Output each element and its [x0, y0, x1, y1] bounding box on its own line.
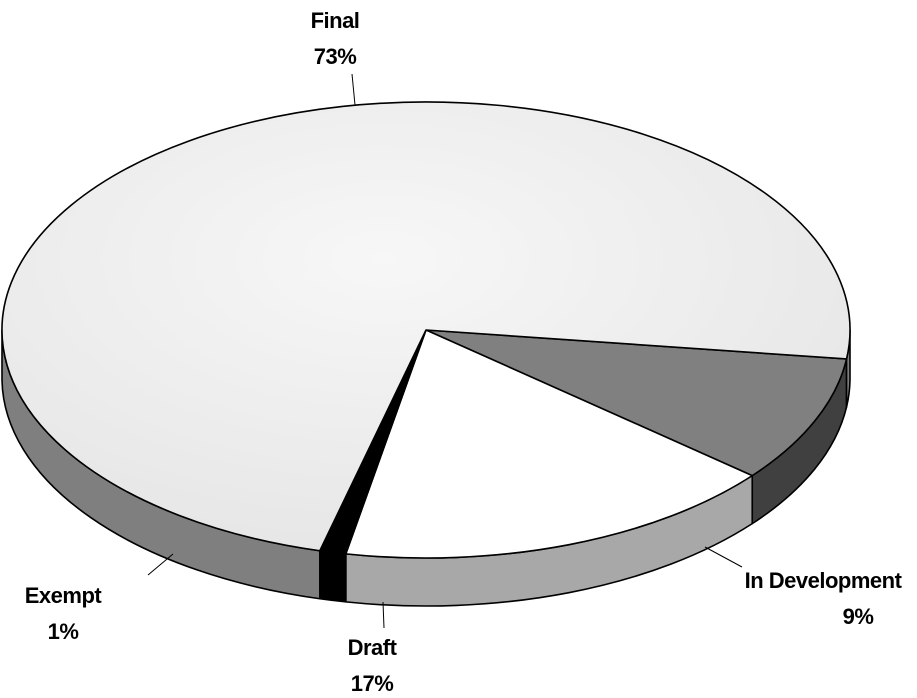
slice-top-in-development [425, 329, 848, 477]
label-in-development-category: In Development [745, 568, 903, 593]
label-draft-value: 17% [351, 671, 394, 696]
leader-exempt [147, 553, 174, 576]
label-final-category: Final [311, 8, 360, 33]
leader-in-development [704, 546, 743, 568]
slice-top-draft [345, 329, 754, 559]
leader-lines [147, 73, 743, 629]
label-in-development-value: 9% [843, 604, 874, 629]
leader-draft [382, 601, 385, 629]
slice-labels: Final 73% In Development 9% Draft 17% Ex… [25, 8, 903, 696]
label-final-value: 73% [314, 44, 357, 69]
label-exempt-category: Exempt [25, 583, 103, 608]
label-draft-category: Draft [348, 635, 398, 660]
leader-final [351, 73, 356, 106]
label-exempt-value: 1% [48, 619, 79, 644]
slice-side-exempt [319, 549, 347, 603]
slice-top-final [1, 101, 851, 552]
pie-tops [1, 101, 851, 559]
